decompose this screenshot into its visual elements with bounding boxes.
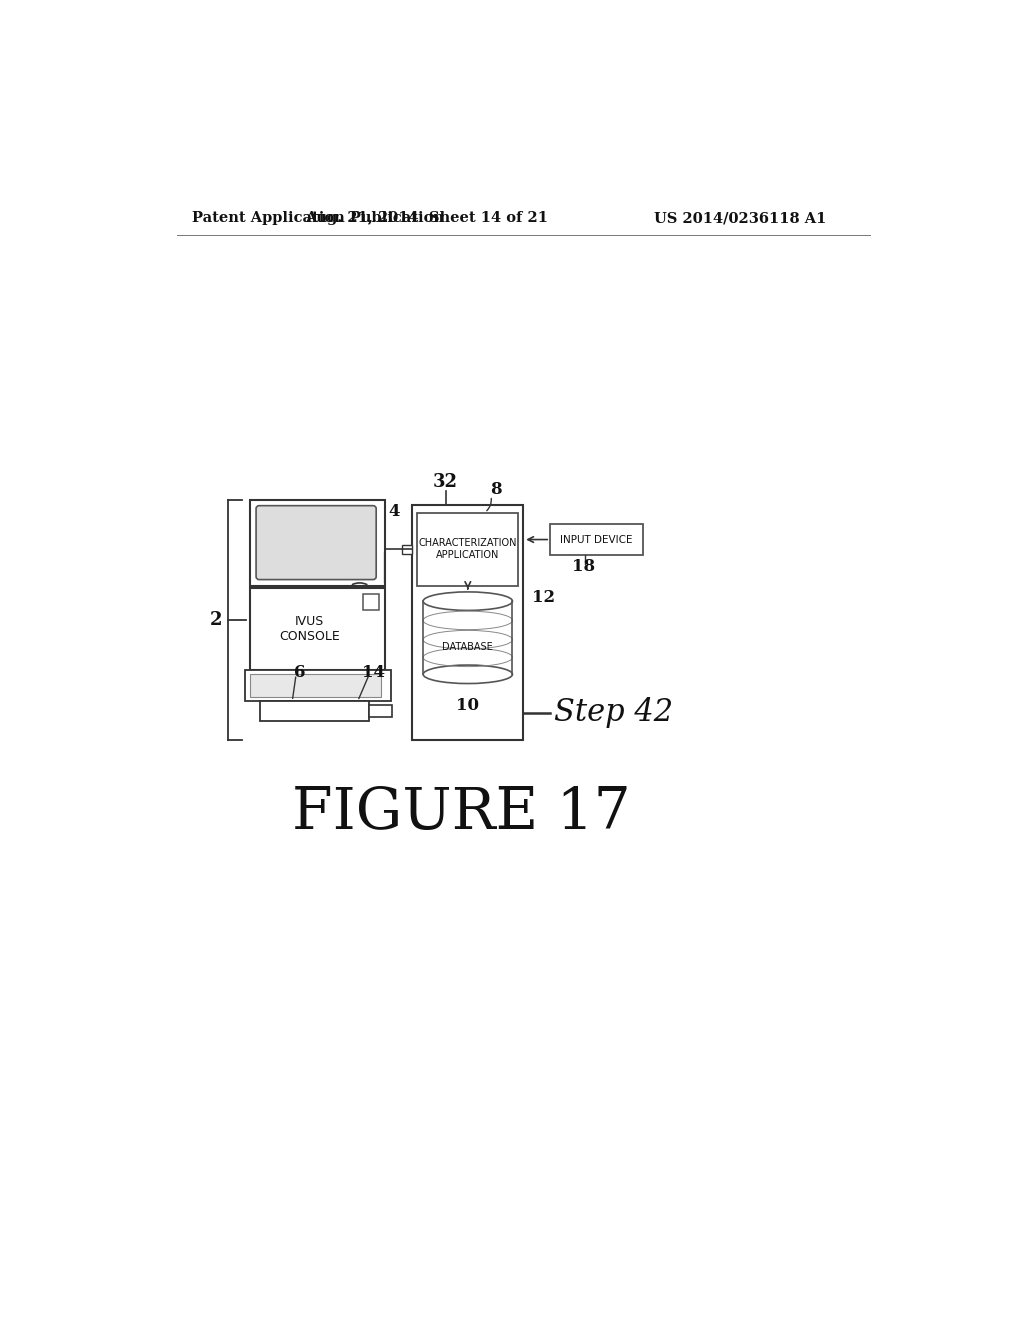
Text: Patent Application Publication: Patent Application Publication bbox=[193, 211, 444, 226]
Text: US 2014/0236118 A1: US 2014/0236118 A1 bbox=[654, 211, 826, 226]
Bar bbox=[412, 506, 523, 739]
Text: 12: 12 bbox=[532, 589, 556, 606]
Text: 18: 18 bbox=[571, 558, 595, 576]
Bar bbox=[417, 512, 518, 586]
Text: 14: 14 bbox=[361, 664, 385, 681]
Bar bbox=[550, 524, 643, 554]
Bar bbox=[250, 675, 381, 697]
Bar bbox=[402, 545, 412, 554]
Bar bbox=[364, 594, 379, 610]
Bar bbox=[250, 499, 385, 586]
Text: 4: 4 bbox=[388, 503, 400, 520]
Bar bbox=[260, 701, 370, 721]
Ellipse shape bbox=[423, 591, 512, 610]
Text: 10: 10 bbox=[457, 697, 479, 714]
Text: FIGURE 17: FIGURE 17 bbox=[292, 785, 631, 841]
Text: DATABASE: DATABASE bbox=[442, 643, 494, 652]
Text: IVUS
CONSOLE: IVUS CONSOLE bbox=[280, 615, 340, 643]
Ellipse shape bbox=[423, 665, 512, 684]
Text: 8: 8 bbox=[490, 480, 502, 498]
Bar bbox=[370, 705, 392, 717]
Bar bbox=[250, 589, 385, 671]
Text: 2: 2 bbox=[210, 611, 222, 628]
Text: 6: 6 bbox=[294, 664, 306, 681]
Text: Step 42: Step 42 bbox=[554, 697, 673, 729]
Text: 32: 32 bbox=[432, 473, 458, 491]
Text: CHARACTERIZATION
APPLICATION: CHARACTERIZATION APPLICATION bbox=[418, 539, 517, 560]
FancyBboxPatch shape bbox=[256, 506, 376, 579]
Text: INPUT DEVICE: INPUT DEVICE bbox=[560, 535, 633, 545]
Bar bbox=[245, 671, 391, 701]
Text: Aug. 21, 2014  Sheet 14 of 21: Aug. 21, 2014 Sheet 14 of 21 bbox=[305, 211, 549, 226]
